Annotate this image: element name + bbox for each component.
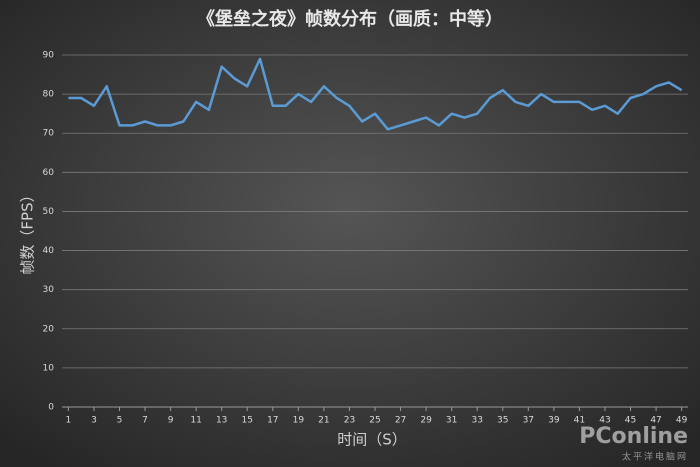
x-tick-label: 47 — [650, 416, 661, 426]
watermark-brand: PConline — [579, 424, 688, 449]
x-tick-label: 33 — [471, 416, 482, 426]
x-tick-label: 31 — [446, 416, 457, 426]
data-line — [68, 57, 683, 131]
y-tick-label: 80 — [43, 90, 55, 100]
x-tick-label: 43 — [599, 416, 610, 426]
x-tick-label: 15 — [242, 416, 253, 426]
y-tick-label: 30 — [43, 285, 55, 295]
x-tick-label: 11 — [190, 416, 201, 426]
y-tick-label: 50 — [43, 207, 55, 217]
x-tick-label: 29 — [420, 416, 432, 426]
x-tick-label: 13 — [216, 416, 227, 426]
x-tick-label: 23 — [344, 416, 355, 426]
chart-title: 《堡垒之夜》帧数分布（画质：中等） — [197, 8, 503, 30]
watermark-subtitle: 太平洋电脑网 — [622, 451, 688, 463]
y-tick-label: 60 — [43, 168, 55, 178]
x-tick-label: 5 — [117, 416, 123, 426]
x-tick-label: 1 — [66, 416, 72, 426]
x-tick-label: 39 — [548, 416, 560, 426]
x-tick-label: 25 — [369, 416, 380, 426]
x-tick-label: 17 — [267, 416, 278, 426]
y-tick-label: 90 — [43, 51, 55, 61]
x-tick-label: 9 — [168, 416, 174, 426]
x-tick-label: 41 — [574, 416, 585, 426]
x-tick-label: 37 — [523, 416, 534, 426]
x-tick-label: 21 — [318, 416, 329, 426]
y-axis-label: 帧数（FPS） — [19, 187, 37, 274]
x-tick-label: 27 — [395, 416, 406, 426]
x-tick-label: 3 — [91, 416, 97, 426]
x-axis-label: 时间（S） — [337, 431, 407, 449]
y-tick-label: 20 — [43, 324, 55, 334]
x-tick-label: 19 — [293, 416, 305, 426]
y-tick-label: 70 — [43, 129, 55, 139]
y-tick-label: 0 — [48, 403, 54, 413]
x-tick-label: 45 — [625, 416, 636, 426]
x-tick-label: 49 — [676, 416, 688, 426]
x-tick-label: 7 — [142, 416, 148, 426]
y-tick-label: 10 — [43, 363, 55, 373]
x-tick-label: 35 — [497, 416, 508, 426]
y-tick-label: 40 — [43, 246, 55, 256]
